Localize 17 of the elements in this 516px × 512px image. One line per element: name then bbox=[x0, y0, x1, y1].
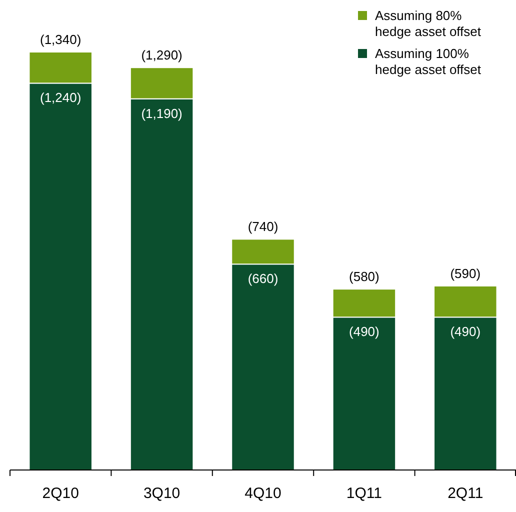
x-tick-label: 2Q11 bbox=[448, 485, 484, 502]
x-tick-label: 2Q10 bbox=[42, 485, 79, 502]
total-label: (1,290) bbox=[141, 48, 182, 63]
data-label: (1,240) bbox=[40, 90, 82, 106]
data-label: (490) bbox=[349, 324, 380, 340]
legend-label: Assuming 100% hedge asset offset bbox=[375, 46, 482, 77]
total-label: (580) bbox=[349, 269, 380, 284]
legend-label: Assuming 80% hedge asset offset bbox=[375, 8, 482, 39]
data-label: (490) bbox=[450, 324, 481, 340]
total-label: (740) bbox=[248, 219, 278, 234]
x-tick-label: 3Q10 bbox=[143, 485, 180, 502]
total-label: (1,340) bbox=[40, 32, 82, 47]
data-label: (1,190) bbox=[141, 106, 182, 121]
total-label: (590) bbox=[450, 266, 481, 281]
x-tick-label: 1Q11 bbox=[346, 485, 382, 502]
data-label: (660) bbox=[248, 271, 278, 286]
x-tick-label: 4Q10 bbox=[244, 485, 282, 502]
